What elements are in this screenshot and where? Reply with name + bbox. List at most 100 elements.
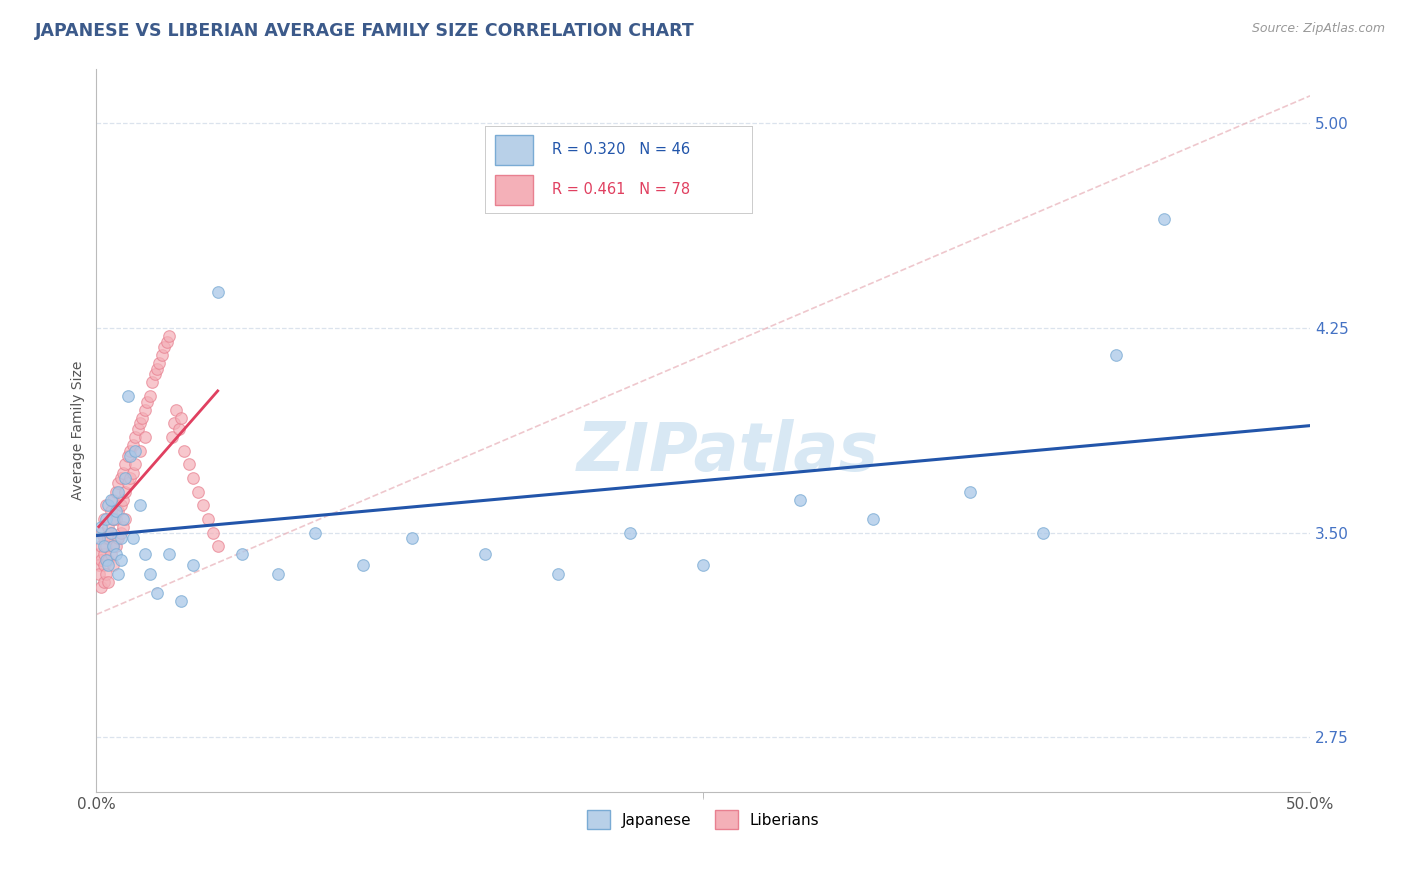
Point	[124, 443, 146, 458]
Point	[143, 368, 166, 382]
Point	[104, 539, 127, 553]
Point	[124, 430, 146, 444]
Point	[93, 512, 115, 526]
Point	[187, 484, 209, 499]
Point	[120, 471, 142, 485]
Point	[207, 539, 229, 553]
Point	[121, 438, 143, 452]
Point	[160, 430, 183, 444]
Point	[167, 422, 190, 436]
Point	[93, 558, 115, 573]
Point	[139, 389, 162, 403]
Point	[90, 520, 112, 534]
Point	[103, 492, 125, 507]
Point	[90, 539, 112, 553]
Point	[90, 553, 112, 567]
Point	[692, 558, 714, 573]
Point	[134, 548, 156, 562]
Point	[191, 498, 214, 512]
Point	[97, 531, 120, 545]
Point	[103, 512, 125, 526]
Point	[862, 512, 884, 526]
Point	[124, 458, 146, 472]
Point	[90, 525, 112, 540]
Point	[97, 520, 120, 534]
Point	[134, 430, 156, 444]
Point	[117, 449, 139, 463]
Point	[401, 531, 423, 545]
Point	[166, 402, 188, 417]
Point	[141, 376, 163, 390]
Point	[1105, 348, 1128, 362]
Point	[93, 548, 115, 562]
Point	[959, 484, 981, 499]
Point	[146, 361, 169, 376]
Point	[156, 334, 179, 349]
Point	[117, 476, 139, 491]
Point	[107, 476, 129, 491]
Point	[267, 566, 290, 581]
Point	[139, 566, 162, 581]
Point	[107, 531, 129, 545]
Point	[121, 466, 143, 480]
Point	[170, 411, 193, 425]
Point	[107, 484, 129, 499]
Point	[87, 548, 110, 562]
Y-axis label: Average Family Size: Average Family Size	[72, 360, 86, 500]
Point	[231, 548, 253, 562]
Point	[352, 558, 374, 573]
Point	[112, 520, 135, 534]
Point	[120, 449, 142, 463]
Point	[134, 402, 156, 417]
Point	[110, 498, 132, 512]
Point	[100, 525, 122, 540]
Point	[153, 340, 176, 354]
Point	[107, 566, 129, 581]
Point	[129, 498, 152, 512]
Point	[87, 566, 110, 581]
Point	[110, 531, 132, 545]
Point	[110, 525, 132, 540]
Point	[104, 512, 127, 526]
Point	[94, 498, 117, 512]
Point	[183, 471, 205, 485]
Point	[163, 417, 186, 431]
Point	[148, 356, 170, 370]
Point	[207, 285, 229, 300]
Point	[183, 558, 205, 573]
Point	[129, 443, 152, 458]
Point	[103, 539, 125, 553]
Text: ZIPatlas: ZIPatlas	[576, 419, 879, 485]
Point	[97, 574, 120, 589]
Point	[114, 484, 136, 499]
Legend: Japanese, Liberians: Japanese, Liberians	[581, 804, 825, 835]
Point	[94, 539, 117, 553]
Point	[93, 539, 115, 553]
Point	[127, 422, 149, 436]
Point	[97, 553, 120, 567]
Point	[112, 466, 135, 480]
Point	[87, 531, 110, 545]
Point	[789, 492, 811, 507]
Point	[120, 443, 142, 458]
Point	[110, 471, 132, 485]
Point	[170, 594, 193, 608]
Point	[104, 504, 127, 518]
Point	[110, 553, 132, 567]
Point	[114, 458, 136, 472]
Point	[131, 411, 153, 425]
Point	[104, 548, 127, 562]
Point	[1153, 211, 1175, 226]
Point	[129, 417, 152, 431]
Point	[94, 553, 117, 567]
Point	[94, 566, 117, 581]
Point	[114, 471, 136, 485]
Point	[97, 558, 120, 573]
Text: JAPANESE VS LIBERIAN AVERAGE FAMILY SIZE CORRELATION CHART: JAPANESE VS LIBERIAN AVERAGE FAMILY SIZE…	[35, 22, 695, 40]
Point	[112, 492, 135, 507]
Point	[177, 458, 200, 472]
Point	[136, 394, 159, 409]
Text: Source: ZipAtlas.com: Source: ZipAtlas.com	[1251, 22, 1385, 36]
Point	[100, 525, 122, 540]
Point	[94, 512, 117, 526]
